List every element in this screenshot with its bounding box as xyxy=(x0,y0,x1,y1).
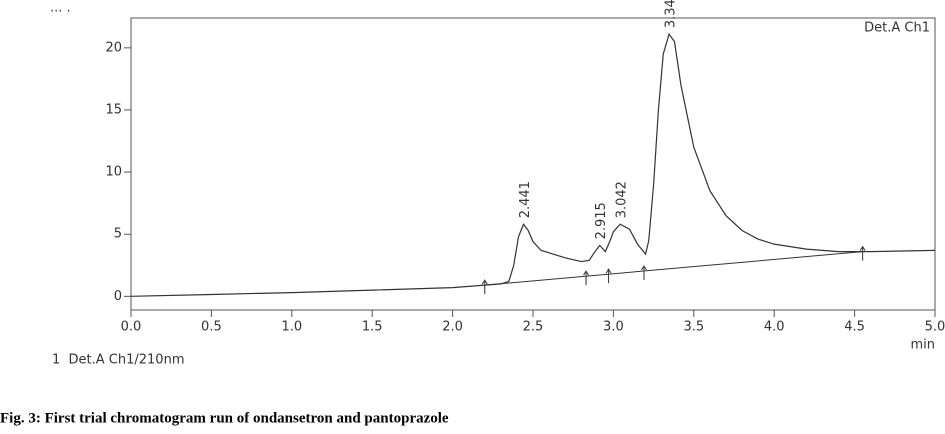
x-tick-label: 0.0 xyxy=(121,320,142,335)
x-tick-label: 3.0 xyxy=(603,320,624,335)
x-tick-label: 4.0 xyxy=(764,320,785,335)
peak-label: 3.346 xyxy=(664,0,679,28)
header-mark: ··· · xyxy=(50,5,71,20)
x-tick-label: 2.5 xyxy=(523,320,544,335)
x-tick-label: 5.0 xyxy=(925,320,945,335)
caption: Fig. 3: First trial chromatogram run of … xyxy=(0,410,449,426)
integration-mark xyxy=(481,279,488,295)
baseline xyxy=(484,251,863,286)
y-tick-label: 20 xyxy=(105,40,122,55)
x-tick-label: 2.0 xyxy=(442,320,463,335)
peak-label: 3.042 xyxy=(615,181,630,218)
legend: 1 Det.A Ch1/210nm xyxy=(52,353,184,368)
y-tick-label: 5 xyxy=(114,227,122,242)
x-tick-label: 1.5 xyxy=(362,320,383,335)
x-tick-label: 1.0 xyxy=(281,320,302,335)
y-tick-label: 10 xyxy=(105,165,122,180)
integration-mark xyxy=(859,245,866,261)
x-tick-label: 0.5 xyxy=(201,320,222,335)
y-tick-label: 0 xyxy=(114,289,122,304)
x-axis-label: min xyxy=(910,338,935,353)
integration-mark xyxy=(641,265,647,281)
plot-frame xyxy=(130,17,936,311)
x-tick-label: 4.5 xyxy=(844,320,865,335)
trace xyxy=(130,32,936,297)
integration-mark xyxy=(583,270,589,286)
integration-mark xyxy=(605,268,612,284)
peak-label: 2.915 xyxy=(594,202,609,239)
y-tick-label: 15 xyxy=(105,102,122,117)
x-tick-label: 3.5 xyxy=(683,320,704,335)
chart-title: Det.A Ch1 xyxy=(864,21,930,36)
peak-label: 2.441 xyxy=(518,181,533,218)
